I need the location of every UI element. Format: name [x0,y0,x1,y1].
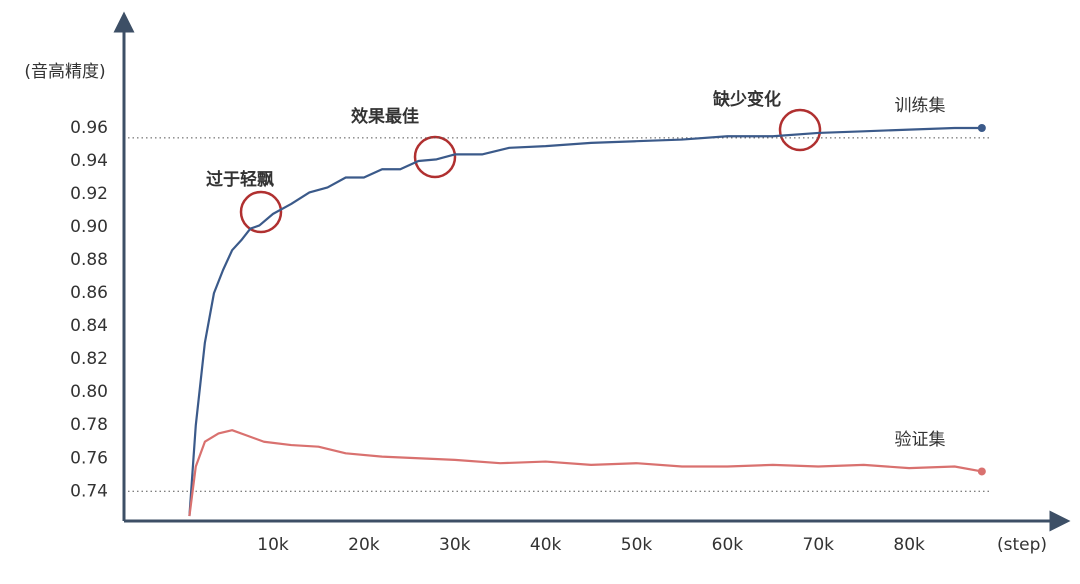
y-tick-label: 0.78 [70,415,108,435]
x-tick-label: 30k [439,535,471,555]
end-point [977,123,986,132]
y-tick-label: 0.74 [70,481,108,501]
end-point [977,467,986,476]
series-line [188,126,982,517]
x-tick-label: 80k [893,535,925,555]
y-tick-label: 0.94 [70,151,108,171]
x-axis-label: (step) [997,535,1047,555]
annotation-circle [413,135,457,179]
x-tick-label: 20k [348,535,380,555]
annotation-circle [239,190,283,234]
annotation: 过于轻飘 [206,169,274,190]
x-tick-label: 70k [803,535,835,555]
series-label: 验证集 [895,430,946,450]
annotation: 效果最佳 [351,106,419,127]
series-label: 训练集 [895,96,946,116]
y-tick-label: 0.90 [70,217,108,237]
y-tick-label: 0.88 [70,250,108,270]
y-tick-label: 0.84 [70,316,108,336]
annotation-circle [778,108,822,152]
series-line [188,429,983,517]
y-tick-label: 0.96 [70,118,108,138]
y-tick-label: 0.92 [70,184,108,204]
y-tick-label: 0.82 [70,349,108,369]
x-tick-label: 60k [712,535,744,555]
y-tick-label: 0.80 [70,382,108,402]
y-tick-label: 0.76 [70,448,108,468]
x-tick-label: 40k [530,535,562,555]
y-tick-label: 0.86 [70,283,108,303]
annotation: 缺少变化 [713,89,781,110]
y-axis-label: (音高精度) [24,62,105,82]
x-tick-label: 50k [621,535,653,555]
x-tick-label: 10k [257,535,289,555]
